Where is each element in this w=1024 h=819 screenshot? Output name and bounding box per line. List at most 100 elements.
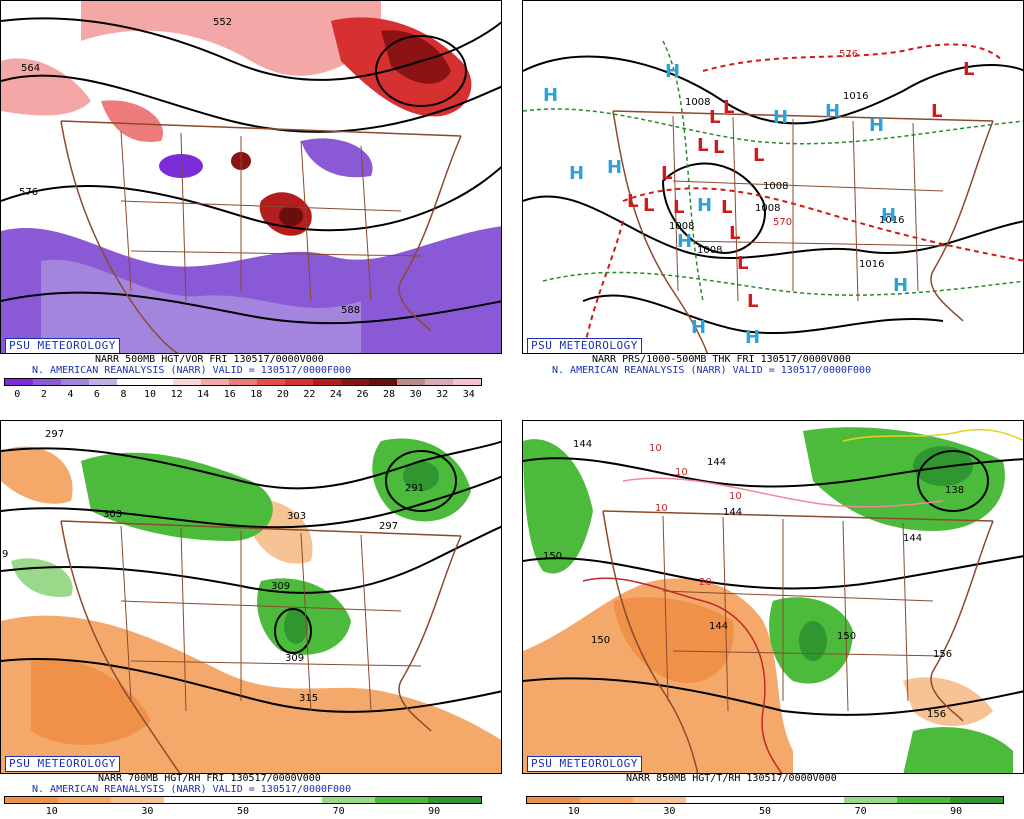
vort-pink-mid [101, 100, 163, 142]
hgt-contour-309 [1, 525, 501, 594]
isobar-label: 1008 [669, 221, 694, 232]
colorbar-swatch [216, 797, 270, 803]
contour-label: 9 [2, 549, 8, 560]
thickness-red-west [582, 220, 624, 353]
colorbar-swatch [397, 379, 425, 385]
low-pressure-marker: L [737, 253, 748, 274]
contour-label: 144 [573, 439, 592, 450]
colorbar-swatch [950, 797, 1004, 803]
colorbar-swatch [145, 379, 173, 385]
low-pressure-marker: L [963, 59, 974, 80]
high-pressure-marker: H [869, 115, 884, 136]
colorbar-swatch [791, 797, 845, 803]
colorbar-tick-label: 24 [329, 389, 342, 400]
map-700mb: 297 291 303 303 297 309 309 315 9 PSU ME… [0, 420, 502, 774]
high-pressure-marker: H [697, 195, 712, 216]
temp-label: 10 [675, 467, 688, 478]
vort-purple-east [301, 138, 373, 178]
thickness-label: 570 [773, 217, 792, 228]
contour-label-576: 576 [19, 187, 38, 198]
map-850mb-drawing: 144 144 144 144 150 150 156 150 138 144 … [523, 427, 1023, 773]
high-pressure-marker: H [665, 61, 680, 82]
high-pressure-marker: H [893, 275, 908, 296]
colorbar-tick-label: 4 [67, 389, 74, 400]
hgt-contour-315 [1, 658, 501, 713]
low-pressure-marker: L [643, 195, 654, 216]
thickness-green-2 [542, 271, 1023, 296]
isobar-3 [582, 294, 944, 335]
panel-title-line2: N. AMERICAN REANALYSIS (NARR) VALID = 13… [32, 365, 352, 376]
thickness-green-3 [662, 40, 704, 302]
hgt-contour-303 [1, 475, 501, 529]
state-lines [672, 115, 954, 302]
coastline-west [60, 520, 181, 773]
contour-label: 309 [285, 653, 304, 664]
coastline-east [398, 135, 462, 332]
colorbar-tick-label: 50 [758, 806, 772, 817]
colorbar-swatch [369, 379, 397, 385]
psu-brand-label: PSU METEOROLOGY [527, 338, 642, 353]
colorbar-swatch [322, 797, 376, 803]
rh-moist-southeast [903, 727, 1013, 773]
state-lines [662, 515, 944, 712]
colorbar-swatch [89, 379, 117, 385]
isobar-4 [661, 162, 766, 254]
low-pressure-marker: L [753, 145, 764, 166]
colorbar-swatch [117, 379, 145, 385]
high-pressure-marker: H [691, 317, 706, 338]
colorbar-tick-label: 2 [40, 389, 47, 400]
country-boundary [612, 110, 994, 122]
contour-label: 309 [271, 581, 290, 592]
rh-moist-west [523, 439, 593, 574]
psu-brand-label: PSU METEOROLOGY [5, 756, 120, 772]
low-pressure-marker: L [931, 101, 942, 122]
low-pressure-marker: L [729, 223, 740, 244]
hgt-contour-150 [523, 555, 1023, 590]
rh-dry-east [903, 677, 993, 726]
colorbar-tick-label: 28 [383, 389, 396, 400]
colorbar-swatch [579, 797, 633, 803]
isobar-1 [523, 55, 1023, 125]
temp-label: 10 [655, 503, 668, 514]
colorbar-tick-label: 0 [14, 389, 21, 400]
isobar-label: 1008 [697, 245, 722, 256]
high-pressure-marker: H [677, 231, 692, 252]
colorbar-ticks-rh: 10 30 50 70 90 [526, 806, 1004, 818]
colorbar-tick-label: 10 [567, 806, 580, 817]
colorbar-swatch [5, 797, 58, 803]
colorbar-swatch [738, 797, 792, 803]
colorbar-swatch [527, 797, 580, 803]
country-boundary [60, 520, 462, 537]
colorbar-tick-label: 70 [854, 806, 867, 817]
contour-label: 150 [837, 631, 856, 642]
colorbar-swatch [201, 379, 229, 385]
coastline-east [930, 120, 994, 322]
vort-purple-core [159, 154, 203, 178]
high-pressure-marker: H [607, 157, 622, 178]
colorbar-tick-label: 30 [663, 806, 676, 817]
colorbar-swatch [685, 797, 739, 803]
colorbar-tick-label: 70 [332, 806, 345, 817]
coastline-west [60, 120, 179, 353]
contour-label: 315 [299, 693, 318, 704]
colorbar-swatch [110, 797, 164, 803]
thickness-red-north [702, 43, 1004, 72]
coastline-east [930, 520, 994, 722]
colorbar-tick-label: 8 [120, 389, 127, 400]
panel-title-line2: N. AMERICAN REANALYSIS (NARR) VALID = 13… [32, 784, 352, 795]
rh-moist-center-core [284, 608, 308, 644]
colorbar-swatch [341, 379, 369, 385]
colorbar-tick-label: 14 [197, 389, 210, 400]
colorbar-tick-label: 10 [45, 806, 58, 817]
rh-moist-ne-core [913, 446, 973, 486]
panel-850mb-temp-rh: 144 144 144 144 150 150 156 150 138 144 … [522, 420, 1024, 819]
colorbar-tick-label: 22 [303, 389, 316, 400]
psu-brand-label: PSU METEOROLOGY [527, 756, 642, 772]
map-surface: 1008 1008 1016 1008 1008 1008 1016 1016 … [522, 0, 1024, 354]
rh-moist-north [81, 452, 273, 541]
temp-contour-freezing [842, 428, 1023, 442]
low-pressure-marker: L [721, 197, 732, 218]
isobar-label: 1008 [763, 181, 788, 192]
contour-label: 156 [927, 709, 946, 720]
contour-label: 138 [945, 485, 964, 496]
